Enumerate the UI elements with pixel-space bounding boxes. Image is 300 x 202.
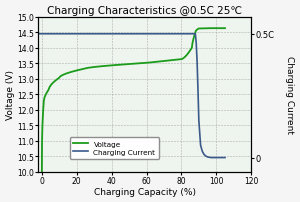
Voltage [161, 61, 164, 63]
Charging Current [180, 33, 183, 36]
Voltage [65, 73, 69, 75]
Voltage [42, 104, 45, 106]
Charging Current [223, 157, 227, 159]
Charging Current [49, 33, 52, 36]
Voltage [195, 29, 199, 32]
Title: Charging Characteristics @0.5C 25℃: Charging Characteristics @0.5C 25℃ [47, 5, 242, 16]
Voltage [40, 170, 44, 173]
Charging Current [187, 33, 190, 36]
Charging Current [198, 132, 202, 134]
Charging Current [37, 33, 40, 36]
Charging Current [206, 156, 209, 158]
Charging Current [197, 120, 201, 122]
Charging Current [194, 33, 197, 36]
Charging Current [92, 33, 96, 36]
Voltage [206, 28, 209, 30]
Charging Current [193, 33, 196, 36]
Charging Current [204, 155, 208, 158]
Charging Current [40, 33, 44, 36]
Charging Current [110, 33, 113, 36]
Charging Current [192, 33, 195, 36]
Charging Current [75, 33, 79, 36]
Line: Voltage: Voltage [42, 29, 225, 172]
Charging Current [194, 43, 198, 45]
Charging Current [127, 33, 131, 36]
Y-axis label: Voltage (V): Voltage (V) [6, 70, 15, 120]
Voltage [191, 40, 195, 42]
Charging Current [214, 157, 218, 159]
Voltage [138, 63, 141, 65]
Charging Current [195, 61, 199, 63]
Line: Charging Current: Charging Current [38, 35, 225, 158]
Charging Current [200, 150, 204, 153]
Charging Current [196, 89, 200, 91]
Charging Current [190, 33, 194, 36]
Y-axis label: Charging Current: Charging Current [285, 56, 294, 134]
Charging Current [145, 33, 148, 36]
Charging Current [199, 144, 202, 147]
X-axis label: Charging Capacity (%): Charging Capacity (%) [94, 187, 196, 197]
Charging Current [58, 33, 61, 36]
Charging Current [162, 33, 166, 36]
Legend: Voltage, Charging Current: Voltage, Charging Current [70, 137, 159, 159]
Charging Current [202, 154, 206, 156]
Charging Current [209, 157, 213, 159]
Voltage [223, 28, 227, 30]
